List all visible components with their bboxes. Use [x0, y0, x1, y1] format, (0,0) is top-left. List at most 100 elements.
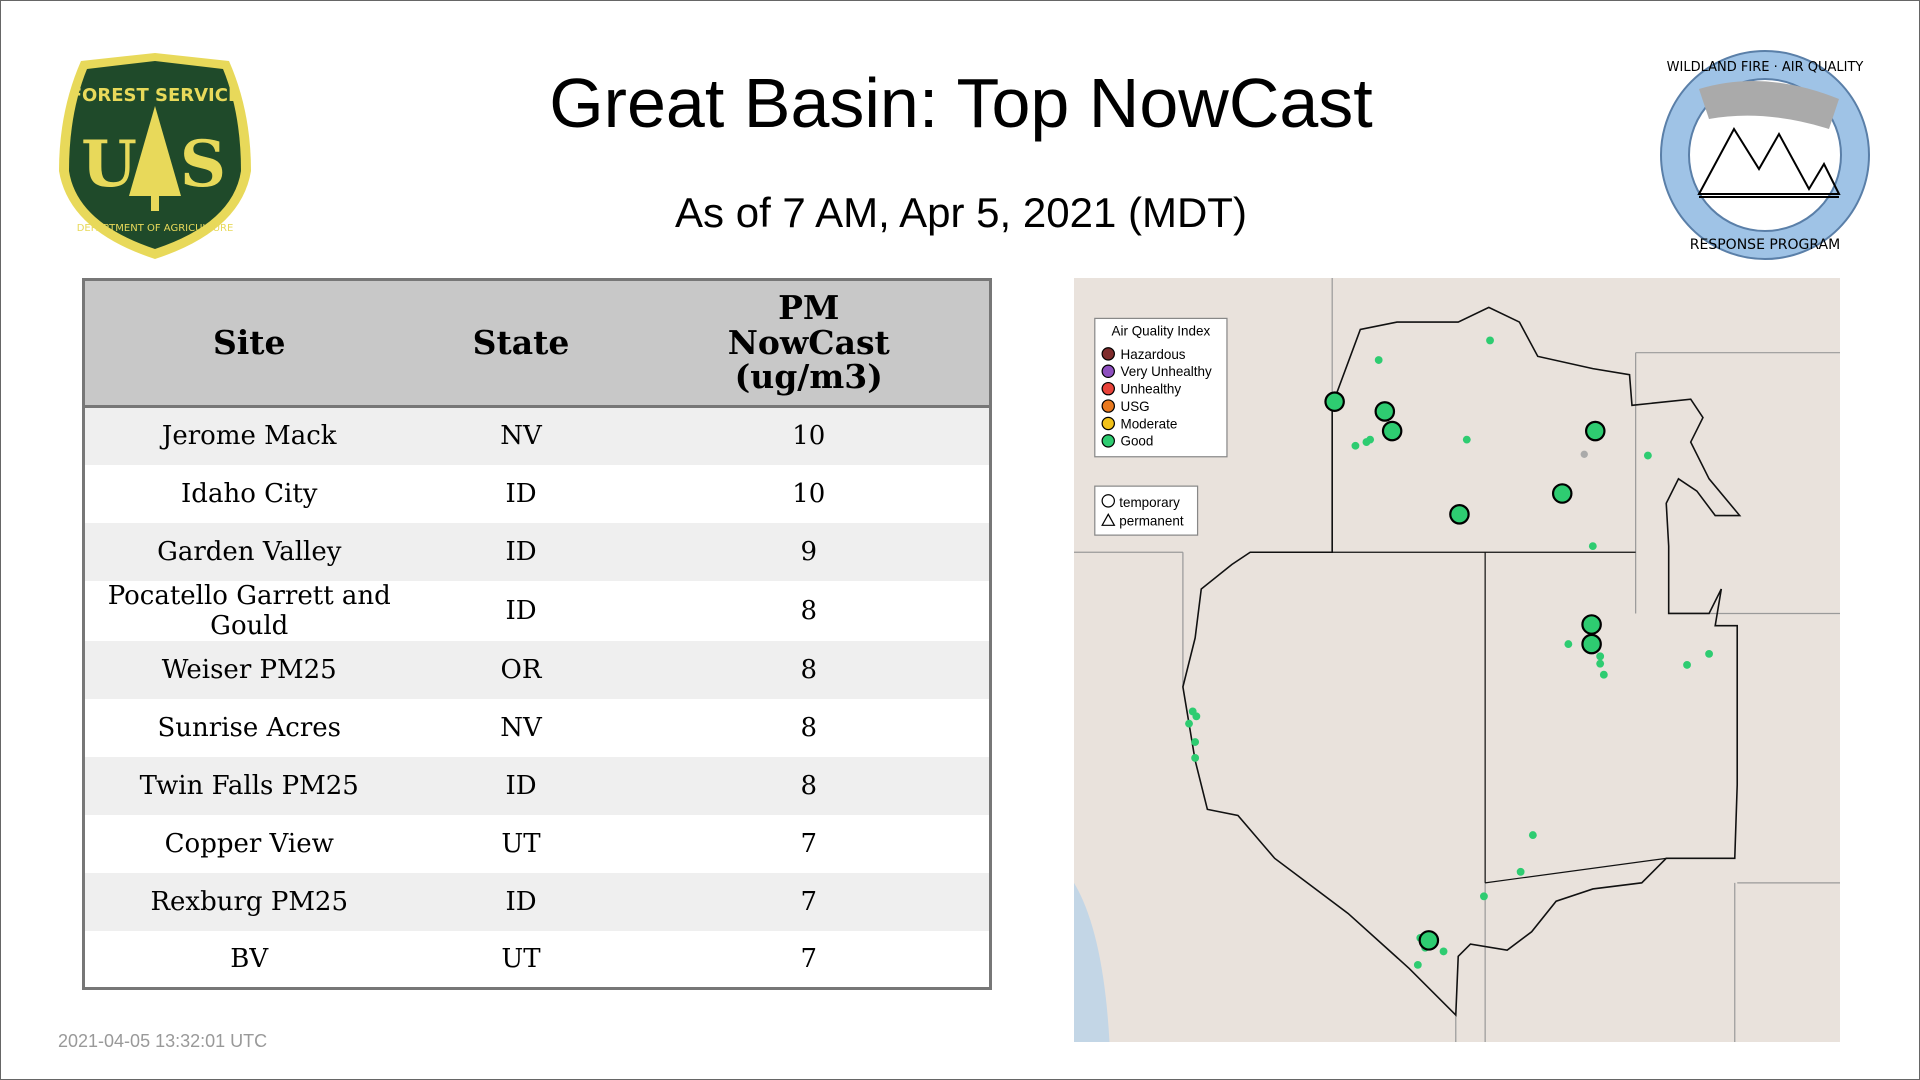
monitor-permanent: [1516, 867, 1525, 876]
cell-value: 7: [628, 930, 991, 989]
monitor-permanent: [1191, 754, 1200, 762]
cell-value: 10: [628, 464, 991, 523]
monitor-permanent: [1705, 649, 1713, 658]
cell-site: Twin Falls PM25: [83, 756, 414, 815]
legend-permanent: permanent: [1119, 513, 1184, 528]
table-row: Twin Falls PM25 ID 8: [83, 756, 991, 815]
monitor-permanent: [1599, 670, 1608, 679]
cell-value: 8: [628, 580, 991, 641]
monitor-permanent: [1192, 712, 1201, 721]
cell-site: BV: [83, 930, 414, 989]
great-basin-boundary: [1182, 306, 1742, 1017]
monitor-temporary: [1374, 401, 1396, 422]
monitor-nodata: [1580, 450, 1588, 458]
cell-site: Copper View: [83, 814, 414, 873]
aqi-swatch: [1101, 434, 1115, 448]
cell-value: 10: [628, 406, 991, 465]
monitor-temporary: [1418, 930, 1440, 951]
aqi-swatch: [1101, 347, 1115, 361]
monitor-permanent: [1351, 441, 1360, 450]
cell-state: ID: [413, 522, 629, 581]
aqi-swatch: [1101, 381, 1115, 396]
monitor-permanent: [1366, 435, 1375, 444]
monitor-permanent: [1439, 947, 1448, 956]
monitor-permanent: [1528, 831, 1537, 840]
cell-state: ID: [413, 580, 629, 641]
table-row: Copper View UT 7: [83, 814, 991, 873]
cell-state: NV: [413, 698, 629, 757]
aqi-swatch: [1101, 416, 1115, 431]
table-row: Sunrise Acres NV 8: [83, 698, 991, 757]
aqi-label: Unhealthy: [1120, 382, 1181, 397]
aqi-swatch: [1101, 399, 1115, 413]
cell-site: Garden Valley: [83, 522, 414, 581]
svg-text:U: U: [81, 127, 137, 202]
wildland-fire-air-quality-logo: RESPONSE PROGRAM WILDLAND FIRE · AIR QUA…: [1660, 50, 1870, 260]
cell-state: ID: [413, 464, 629, 523]
monitor-permanent: [1683, 660, 1691, 669]
column-header-pm-nowcast: PM NowCast (ug/m3): [628, 279, 991, 408]
cell-state: OR: [413, 640, 629, 699]
aqi-label: Good: [1120, 434, 1153, 449]
monitor-permanent: [1185, 719, 1193, 728]
cell-value: 8: [628, 756, 991, 815]
cell-site: Weiser PM25: [83, 640, 414, 699]
aqi-label: Hazardous: [1120, 347, 1185, 362]
monitor-permanent: [1564, 640, 1573, 649]
cell-state: NV: [413, 406, 629, 465]
cell-state: UT: [413, 930, 629, 989]
cell-site: Rexburg PM25: [83, 872, 414, 931]
svg-text:S: S: [180, 127, 226, 202]
table-row: Jerome Mack NV 10: [83, 406, 991, 465]
cell-site: Pocatello Garrett and Gould: [83, 580, 414, 641]
monitor-permanent: [1588, 542, 1597, 551]
cell-value: 9: [628, 522, 991, 581]
aqi-swatch: [1101, 364, 1115, 379]
monitor-permanent: [1191, 738, 1200, 746]
monitor-permanent: [1413, 960, 1422, 969]
monitor-temporary: [1324, 391, 1345, 412]
monitor-permanent: [1480, 892, 1488, 901]
monitor-permanent: [1374, 356, 1383, 364]
monitor-temporary: [1584, 420, 1606, 442]
aqi-label: USG: [1120, 399, 1149, 414]
monitor-permanent: [1643, 451, 1652, 460]
cell-site: Idaho City: [83, 464, 414, 523]
cell-state: ID: [413, 872, 629, 931]
column-header-site: Site: [83, 279, 414, 408]
legend-temporary: temporary: [1119, 495, 1180, 510]
aqi-legend: Air Quality Index Hazardous Very Unhealth…: [1094, 317, 1228, 458]
monitor-temporary: [1581, 633, 1602, 655]
aqi-label: Very Unhealthy: [1120, 364, 1211, 379]
cell-value: 7: [628, 814, 991, 873]
cell-value: 8: [628, 640, 991, 699]
table-row: Pocatello Garrett and Gould ID 8: [83, 580, 991, 641]
table-row: Rexburg PM25 ID 7: [83, 872, 991, 931]
monitor-temporary: [1449, 504, 1470, 525]
legend-title: Air Quality Index: [1112, 324, 1211, 339]
table-row: Garden Valley ID 9: [83, 522, 991, 581]
cell-site: Sunrise Acres: [83, 698, 414, 757]
column-header-state: State: [413, 279, 629, 408]
monitor-temporary: [1581, 614, 1602, 635]
forest-service-logo: FOREST SERVICE U S DEPARTMENT OF AGRICUL…: [59, 53, 251, 259]
table-row: Idaho City ID 10: [83, 464, 991, 523]
svg-text:WILDLAND FIRE · AIR QUALITY: WILDLAND FIRE · AIR QUALITY: [1667, 60, 1864, 75]
aqi-label: Moderate: [1120, 416, 1177, 431]
table-row: BV UT 7: [83, 930, 991, 989]
monitor-temporary: [1381, 420, 1403, 442]
svg-text:RESPONSE PROGRAM: RESPONSE PROGRAM: [1690, 237, 1840, 253]
svg-text:FOREST SERVICE: FOREST SERVICE: [70, 85, 241, 106]
cell-state: UT: [413, 814, 629, 873]
air-quality-map: Air Quality Index Hazardous Very Unhealth…: [1074, 278, 1840, 1042]
table-row: Weiser PM25 OR 8: [83, 640, 991, 699]
page-subtitle: As of 7 AM, Apr 5, 2021 (MDT): [675, 189, 1247, 236]
monitor-permanent: [1462, 435, 1471, 444]
monitor-permanent: [1596, 659, 1605, 668]
generated-timestamp: 2021-04-05 13:32:01 UTC: [58, 1031, 268, 1051]
cell-value: 8: [628, 698, 991, 757]
cell-value: 7: [628, 872, 991, 931]
monitor-permanent: [1486, 336, 1494, 345]
cell-site: Jerome Mack: [83, 406, 414, 465]
page-title: Great Basin: Top NowCast: [549, 64, 1373, 142]
